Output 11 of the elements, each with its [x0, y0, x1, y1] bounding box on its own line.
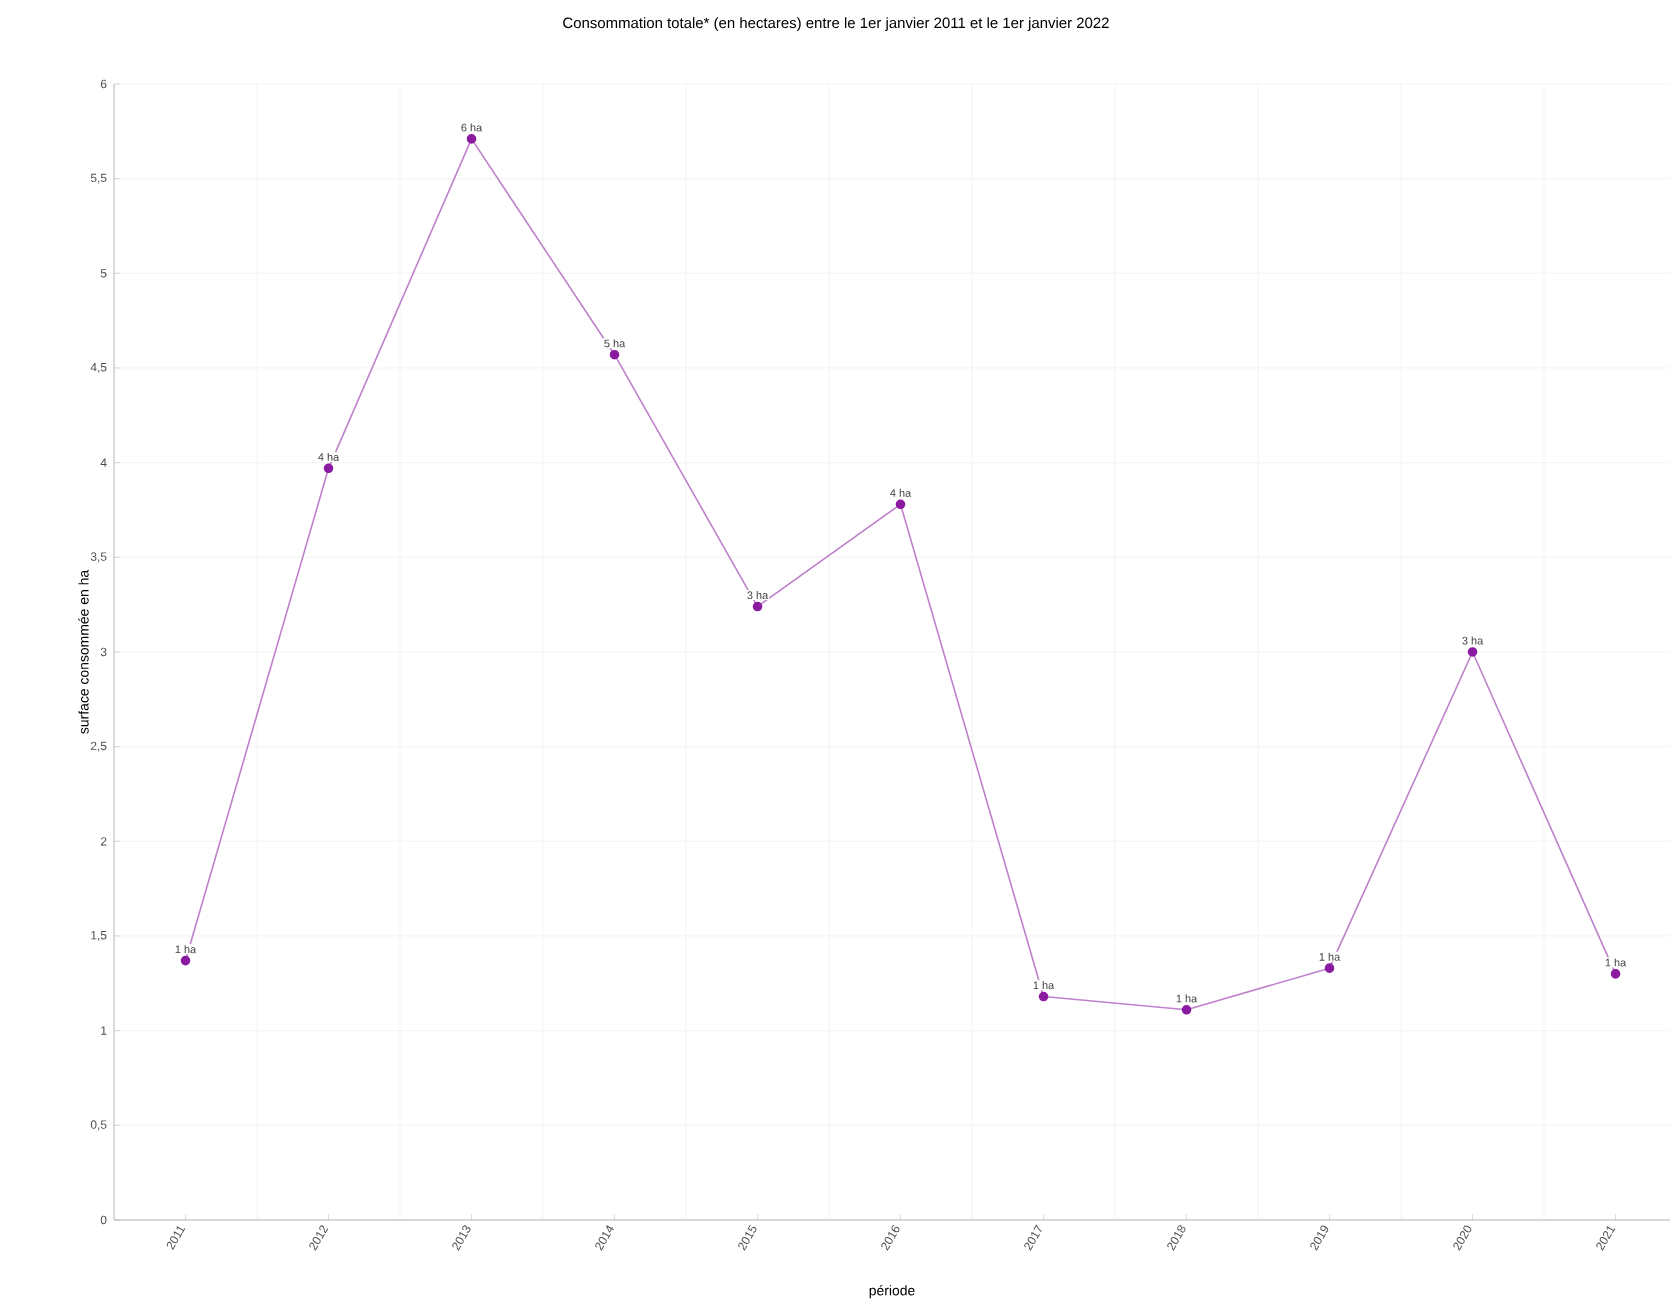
- point: [1181, 1005, 1192, 1015]
- point: [1038, 991, 1049, 1002]
- point: [1610, 969, 1621, 979]
- point: [180, 955, 191, 966]
- point: [1467, 647, 1478, 657]
- point: [752, 601, 763, 612]
- point: [895, 499, 906, 510]
- point: [323, 463, 334, 474]
- point: [609, 349, 620, 360]
- point: [1324, 963, 1335, 973]
- point: [466, 134, 477, 144]
